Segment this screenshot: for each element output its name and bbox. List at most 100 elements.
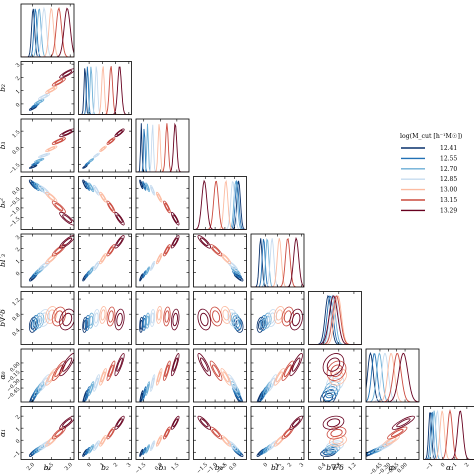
contour-13.00 [100, 371, 106, 383]
contour-13.15 [209, 360, 223, 381]
panel-content [82, 128, 125, 169]
contour-12.55 [85, 448, 90, 454]
contour-13.00 [100, 309, 106, 321]
contour-12.85 [149, 309, 156, 327]
panel-frame [135, 176, 190, 230]
y-tick-label: 2 [15, 76, 22, 83]
contour-12.70 [89, 445, 94, 452]
marginal-curve-13.00 [193, 179, 247, 230]
marginal-curve-12.55 [251, 239, 304, 287]
contour-13.29 [197, 235, 212, 249]
contour-13.29 [114, 415, 125, 430]
legend-items: 12.41 12.55 12.70 12.85 13.00 13.15 13.29 [401, 145, 457, 214]
y-axis-label: b∇²δ [0, 309, 7, 327]
panel-6-2 [135, 348, 190, 403]
contour-13.29 [197, 353, 212, 377]
marginal-curve-13.29 [21, 7, 74, 57]
panel-content [423, 409, 474, 460]
panel-0-0 [20, 3, 75, 58]
marginal-curve-12.85 [308, 294, 362, 345]
x-tick-label: 0.00 [396, 462, 408, 474]
x-tick-label: 0.0 [154, 462, 164, 472]
panel-frame [308, 291, 362, 345]
contour-13.15 [163, 306, 171, 327]
y-tick-label: 1.2 [11, 297, 21, 307]
contour-12.41 [82, 316, 88, 333]
contour-13.29 [200, 357, 209, 372]
x-tick-label: 0.4 [317, 461, 328, 472]
contour-12.70 [324, 381, 341, 396]
contour-12.85 [229, 262, 237, 270]
marginal-curve-12.70 [308, 294, 362, 345]
y-axis-label: b₃ [0, 142, 7, 150]
contour-12.70 [34, 312, 45, 329]
panel-content [82, 179, 125, 226]
contour-12.70 [145, 312, 150, 329]
contour-13.29 [172, 418, 178, 428]
contour-13.29 [59, 128, 74, 138]
contour-12.85 [40, 442, 48, 449]
contour-13.15 [212, 428, 221, 438]
panel-frame [365, 406, 420, 460]
panel-4-1 [78, 233, 132, 288]
y-tick-label: 1 [15, 426, 22, 433]
contour-13.29 [291, 357, 301, 372]
x-tick-label: 0 [86, 462, 93, 469]
x-axis-label: b∇²δ [326, 463, 344, 472]
contour-13.15 [106, 306, 116, 327]
legend-label: 12.85 [440, 176, 457, 183]
contour-12.85 [150, 186, 155, 194]
contour-13.00 [156, 306, 163, 324]
legend-label: 13.00 [440, 187, 457, 194]
marginal-curve-12.41 [251, 238, 304, 287]
panel-frame [20, 406, 75, 460]
contour-13.00 [332, 437, 344, 445]
contour-13.29 [172, 237, 178, 247]
marginal-curve-12.85 [423, 409, 474, 460]
contour-12.70 [88, 266, 95, 276]
contour-13.15 [212, 246, 221, 255]
panel-3-3 [193, 176, 247, 230]
contour-12.70 [89, 383, 94, 394]
contour-13.29 [59, 415, 74, 430]
contour-13.15 [108, 310, 114, 323]
contour-12.70 [88, 182, 95, 193]
panel-frame [250, 291, 305, 345]
contour-13.15 [54, 246, 64, 255]
contour-13.00 [45, 86, 58, 94]
contour-13.29 [396, 418, 411, 428]
y-axis-label: b₂ [0, 84, 7, 92]
marginal-curve-13.15 [21, 6, 74, 57]
panel-content [28, 179, 74, 226]
panel-content [197, 235, 244, 282]
marginal-curve-12.85 [366, 353, 419, 402]
panel-content [256, 306, 303, 333]
marginal-curve-12.41 [21, 8, 74, 57]
panel-frame [78, 348, 132, 403]
panel-7-1: 0 1 2 3 b₂ [78, 406, 133, 472]
contour-13.29 [326, 418, 341, 428]
contour-13.29 [289, 353, 303, 377]
contour-13.00 [100, 255, 106, 263]
contour-13.00 [329, 435, 347, 447]
contour-12.85 [149, 261, 156, 271]
panel-content [256, 415, 303, 457]
marginal-curve-13.29 [366, 352, 419, 402]
panel-7-2: −1.5 0.0 1.5b₃ [134, 406, 190, 474]
panel-frame [20, 61, 75, 115]
marginal-curve-12.55 [366, 353, 419, 402]
contour-13.00 [157, 193, 162, 201]
panel-3-2 [135, 176, 190, 230]
contour-13.29 [116, 237, 123, 247]
marginal-curve-13.00 [21, 7, 74, 57]
contour-12.85 [93, 374, 100, 392]
contour-12.70 [88, 381, 95, 396]
contour-12.70 [88, 158, 95, 163]
y-tick-label: 1.5 [11, 129, 21, 139]
legend-label: 12.70 [440, 166, 457, 173]
contour-12.85 [40, 94, 48, 99]
contour-13.00 [275, 371, 283, 383]
contour-12.85 [229, 312, 237, 324]
